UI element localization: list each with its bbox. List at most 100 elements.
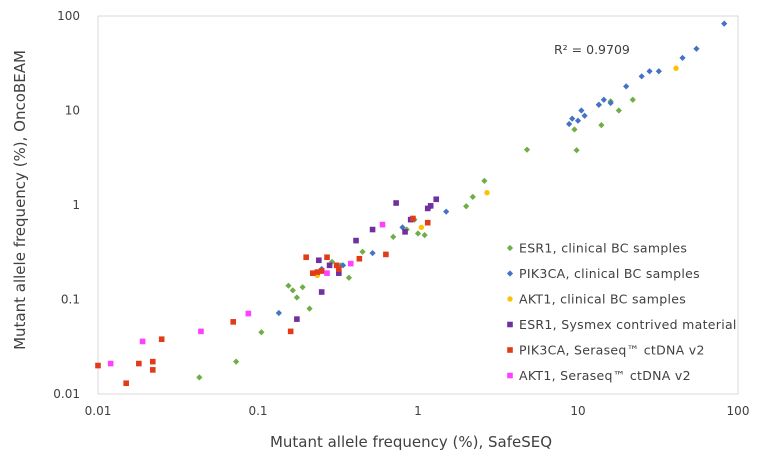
legend-label: ESR1, Sysmex contrived material	[519, 317, 737, 332]
x-tick-label: 0.1	[248, 404, 267, 418]
data-point	[383, 251, 389, 258]
data-point	[289, 287, 296, 294]
data-point	[275, 309, 282, 317]
data-point	[414, 230, 422, 237]
data-point	[285, 282, 292, 289]
data-point	[139, 338, 146, 345]
plot-area-frame	[97, 15, 739, 395]
data-point	[136, 360, 142, 367]
data-point	[303, 254, 309, 261]
y-axis-title: Mutant allele frequency (%), OncoBEAM	[11, 50, 29, 350]
data-point	[600, 96, 607, 103]
data-point	[566, 120, 573, 128]
data-point	[333, 262, 340, 269]
legend-marker	[507, 321, 513, 328]
data-point	[95, 362, 101, 369]
data-point	[198, 328, 204, 335]
data-point	[345, 274, 353, 281]
data-point	[258, 329, 265, 336]
data-point	[629, 96, 636, 103]
data-point	[623, 83, 630, 90]
data-point	[574, 117, 582, 124]
data-point	[595, 101, 602, 108]
data-point	[573, 147, 580, 154]
data-point	[638, 73, 645, 80]
data-point	[578, 107, 585, 114]
y-tick-label: 10	[65, 104, 80, 118]
data-point	[424, 205, 431, 212]
data-point	[318, 268, 325, 274]
data-point	[324, 254, 330, 261]
data-point	[481, 177, 488, 184]
data-point	[655, 68, 662, 75]
data-point	[607, 99, 614, 107]
data-point	[336, 270, 342, 276]
data-point	[149, 358, 156, 365]
data-point	[421, 232, 428, 239]
data-point	[369, 226, 376, 233]
data-point	[402, 229, 408, 235]
data-point	[463, 203, 470, 210]
y-tick-label: 0.01	[53, 387, 80, 401]
data-points	[95, 20, 728, 387]
y-tick-label: 1	[72, 198, 80, 212]
y-tick-label: 0.1	[61, 293, 80, 307]
data-point	[328, 258, 336, 265]
x-tick-label: 0.01	[85, 404, 112, 418]
data-point	[393, 200, 399, 206]
data-point	[390, 233, 397, 240]
data-point	[571, 126, 578, 133]
data-point	[410, 215, 416, 222]
data-point	[469, 193, 476, 200]
r-squared-annotation: R² = 0.9709	[554, 42, 630, 57]
legend-label: PIK3CA, Seraseq™ ctDNA v2	[519, 343, 705, 358]
data-point	[598, 122, 605, 129]
data-point	[316, 257, 322, 264]
data-point	[679, 54, 686, 62]
data-point	[314, 269, 321, 275]
data-point	[336, 266, 342, 272]
data-point	[149, 367, 156, 373]
legend-label: AKT1, Seraseq™ ctDNA v2	[519, 368, 691, 383]
data-point	[230, 319, 237, 325]
legend-label: PIK3CA, clinical BC samples	[519, 266, 700, 281]
data-point	[359, 248, 366, 255]
legend-label: AKT1, clinical BC samples	[519, 292, 686, 307]
x-tick-label: 100	[727, 404, 750, 418]
data-point	[306, 305, 313, 312]
legend-marker	[507, 296, 513, 302]
data-point	[673, 65, 679, 71]
data-point	[294, 316, 300, 322]
x-axis-title: Mutant allele frequency (%), SafeSEQ	[270, 433, 552, 451]
legend-marker	[507, 372, 513, 379]
legend: ESR1, clinical BC samples PIK3CA, clinica…	[506, 241, 737, 383]
x-tick-label: 10	[570, 404, 585, 418]
data-point	[107, 360, 114, 367]
data-point	[721, 20, 728, 27]
data-point	[424, 219, 431, 226]
data-point	[356, 255, 363, 262]
data-point	[646, 68, 653, 75]
data-point	[379, 221, 386, 228]
data-point	[581, 112, 588, 119]
legend-marker	[506, 270, 514, 277]
data-point	[233, 358, 240, 365]
data-point	[427, 203, 434, 209]
data-point	[418, 224, 425, 231]
data-point	[399, 224, 406, 231]
data-point	[433, 196, 440, 203]
data-point	[245, 310, 252, 317]
data-point	[324, 270, 330, 276]
data-point	[615, 107, 622, 114]
data-point	[318, 289, 325, 295]
data-point	[293, 294, 300, 301]
data-point	[158, 336, 165, 343]
data-point	[523, 146, 531, 153]
data-point	[443, 208, 450, 215]
y-tick-label: 100	[57, 9, 80, 23]
legend-label: ESR1, clinical BC samples	[519, 241, 687, 256]
data-point	[369, 249, 376, 257]
data-point	[287, 328, 294, 335]
